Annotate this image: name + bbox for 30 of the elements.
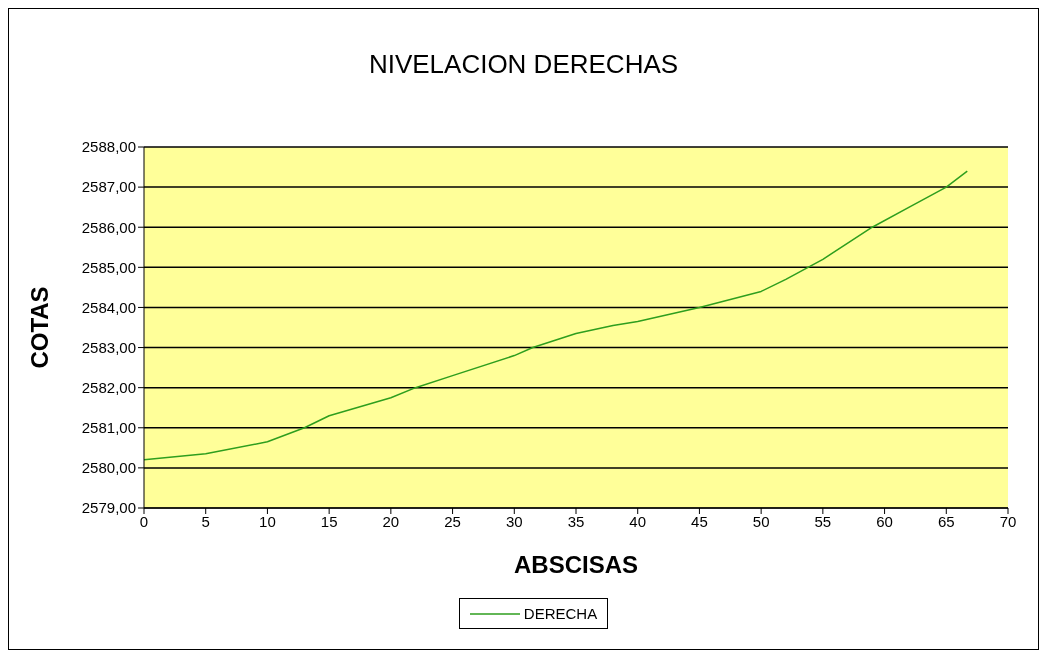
x-axis-title: ABSCISAS: [513, 551, 639, 578]
x-tick-label: 50: [752, 512, 770, 530]
y-tick-label: 2587,00: [81, 178, 136, 196]
y-tick-label: 2579,00: [81, 499, 136, 517]
y-tick-label: 2582,00: [81, 378, 136, 396]
y-tick-label: 2580,00: [81, 459, 136, 477]
x-tick-label: 25: [444, 512, 461, 530]
y-tick-label: 2584,00: [81, 298, 136, 316]
x-tick-label: 30: [505, 512, 523, 530]
x-tick-label: 65: [937, 512, 955, 530]
y-tick-label: 2583,00: [81, 338, 136, 356]
y-tick-label: 2581,00: [81, 419, 136, 437]
x-tick-label: 45: [691, 512, 708, 530]
x-tick-label: 70: [999, 512, 1017, 530]
x-tick-label: 55: [814, 512, 832, 530]
x-tick-label: 35: [567, 512, 585, 530]
legend-label: DERECHA: [522, 605, 598, 622]
x-tick-label: 60: [876, 512, 893, 530]
y-tick-label: 2588,00: [81, 138, 136, 156]
line-series: [144, 170, 969, 461]
y-tick-label: 2585,00: [81, 258, 136, 276]
x-tick-label: 0: [139, 512, 149, 530]
x-tick-label: 5: [201, 512, 210, 530]
x-tick-label: 40: [629, 512, 647, 530]
x-tick-label: 10: [259, 512, 276, 530]
x-tick-label: 20: [382, 512, 400, 530]
x-tick-label: 15: [320, 512, 338, 530]
y-axis-title: COTAS: [25, 286, 53, 369]
chart-title: NIVELACION DERECHAS: [367, 49, 680, 80]
y-tick-label: 2586,00: [81, 218, 136, 236]
